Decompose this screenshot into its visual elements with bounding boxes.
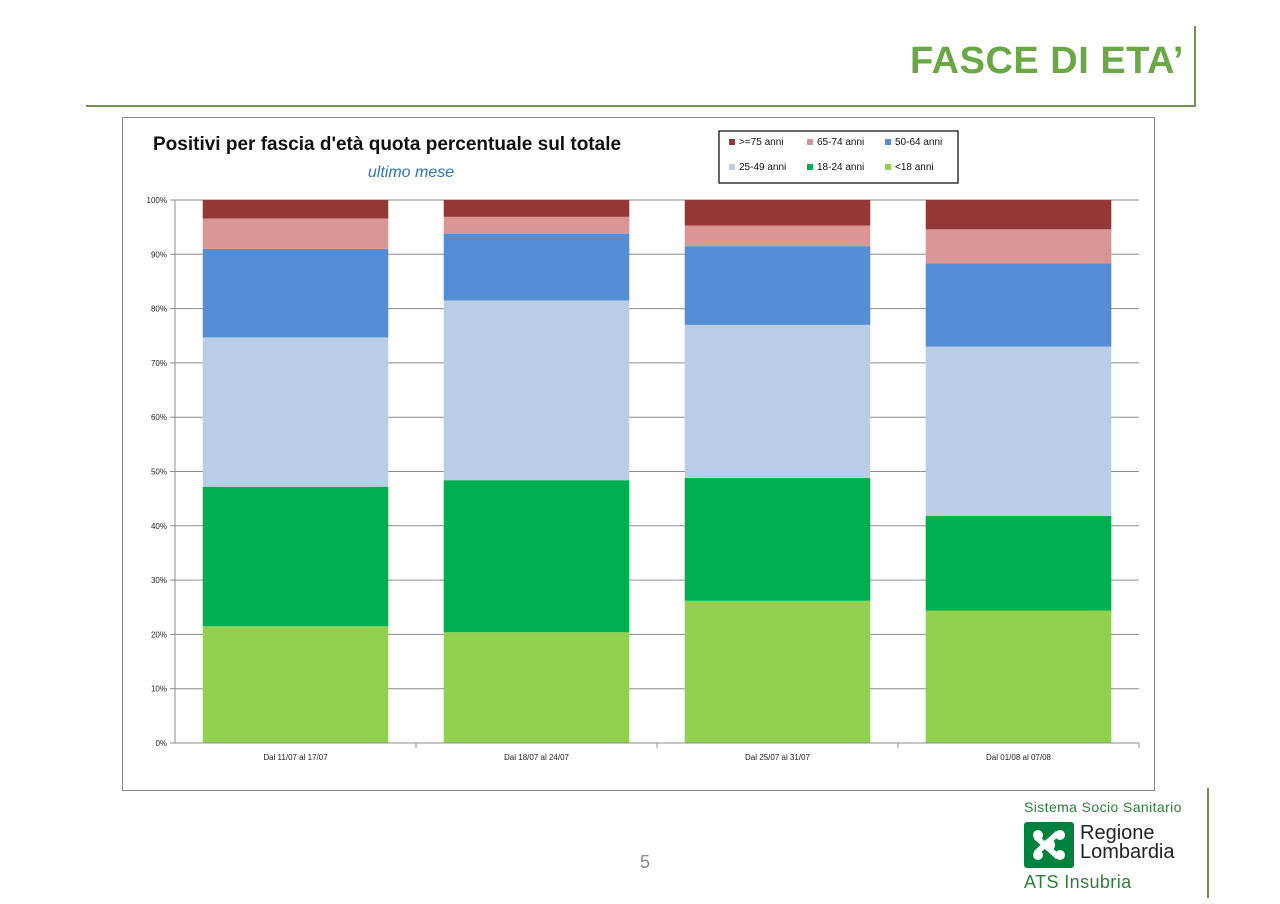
y-tick-label: 70% [151, 359, 167, 368]
chart-legend: >=75 anni 65-74 anni 50-64 anni 25-49 anni 1… [718, 130, 959, 184]
legend-swatch [885, 164, 891, 170]
brand-region-line1: Regione [1080, 822, 1155, 844]
y-axis: 0% 10% 20% 30% 40% 50% 60% 70% 80% 90% 100% [147, 196, 176, 748]
legend-label: 65-74 anni [817, 137, 864, 148]
bar-segment [925, 516, 1112, 611]
bar-segment [202, 200, 389, 219]
chart-title: Positivi per fascia d'età quota percentu… [153, 134, 621, 155]
page-number: 5 [640, 852, 651, 872]
x-tick-label: Dal 25/07 al 31/07 [745, 753, 810, 762]
y-tick-label: 20% [151, 630, 167, 639]
legend-swatch [729, 139, 735, 145]
bar-stacks [202, 200, 1112, 743]
y-tick-label: 100% [147, 196, 167, 205]
legend-box [718, 130, 959, 184]
x-axis: Dal 11/07 al 17/07 Dal 18/07 al 24/07 Dal … [175, 742, 1140, 762]
bar-segment [443, 216, 630, 234]
legend-swatch [885, 139, 891, 145]
bar-segment [925, 229, 1112, 264]
bar-segment [202, 248, 389, 338]
y-tick-label: 40% [151, 522, 167, 531]
bar-segment [443, 300, 630, 481]
bar-segment [202, 486, 389, 627]
legend-label: 18-24 anni [817, 162, 864, 173]
bar-segment [925, 263, 1112, 347]
chart-subtitle: ultimo mese [368, 164, 454, 181]
footer-vertical-divider [1207, 788, 1209, 898]
y-tick-label: 80% [151, 305, 167, 314]
title-divider [86, 105, 1196, 107]
legend-swatch [807, 164, 813, 170]
bar-segment [202, 626, 389, 743]
y-tick-label: 30% [151, 576, 167, 585]
stacked-bar-chart: Positivi per fascia d'età quota percentu… [147, 130, 1140, 762]
brand-region: Regione Lombardia [1080, 822, 1175, 863]
y-tick-label: 50% [151, 468, 167, 477]
y-tick-label: 60% [151, 413, 167, 422]
brand-system-label: Sistema Socio Sanitario [1024, 799, 1182, 815]
bar-segment [925, 346, 1112, 517]
title-vertical-divider [1194, 26, 1196, 107]
legend-label: <18 anni [895, 162, 934, 173]
bar-segment [684, 324, 871, 479]
bar-segment [925, 200, 1112, 230]
y-tick-label: 10% [151, 685, 167, 694]
bar-segment [443, 480, 630, 633]
slide-title: FASCE DI ETA’ [910, 40, 1184, 82]
legend-label: 25-49 anni [739, 162, 786, 173]
bar-segment [684, 225, 871, 247]
y-tick-label: 90% [151, 250, 167, 259]
bar-segment [202, 337, 389, 487]
bar-segment [684, 246, 871, 325]
bar-segment [443, 200, 630, 217]
bar-segment [684, 478, 871, 601]
bar-segment [684, 200, 871, 226]
y-tick-label: 0% [155, 739, 167, 748]
bar-segment [443, 632, 630, 743]
legend-swatch [729, 164, 735, 170]
x-tick-label: Dal 11/07 al 17/07 [263, 753, 328, 762]
legend-label: >=75 anni [739, 137, 784, 148]
legend-swatch [807, 139, 813, 145]
brand-ats-label: ATS Insubria [1024, 872, 1132, 892]
legend-label: 50-64 anni [895, 137, 942, 148]
bar-segment [443, 233, 630, 301]
x-tick-label: Dal 01/08 al 07/08 [986, 753, 1051, 762]
bar-segment [202, 218, 389, 249]
brand-region-line2: Lombardia [1080, 841, 1175, 863]
regione-lombardia-logo-icon [1024, 822, 1074, 868]
chart-panel: Positivi per fascia d'età quota percentu… [122, 117, 1155, 791]
bar-segment [925, 610, 1112, 743]
x-tick-label: Dal 18/07 al 24/07 [504, 753, 569, 762]
bar-segment [684, 600, 871, 743]
